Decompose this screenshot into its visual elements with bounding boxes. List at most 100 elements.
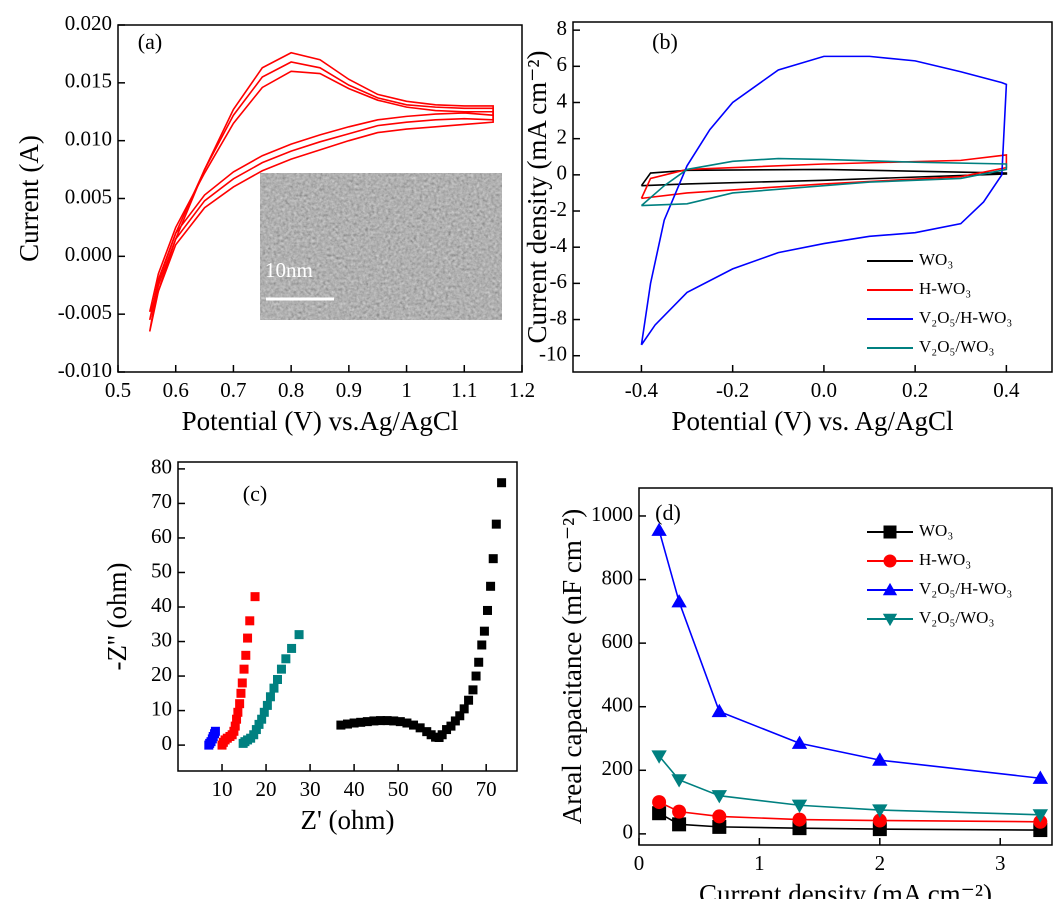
panel-label: (b) [652, 29, 678, 54]
marker [362, 717, 372, 727]
legend-label: V₂O₅/H-WO₃ [919, 579, 1012, 598]
legend-label: V₂O₅/WO₃ [919, 337, 994, 356]
inset-image: 10nm [260, 173, 502, 320]
plot-frame [572, 21, 1053, 373]
x-axis-label: Z' (ohm) [300, 805, 394, 835]
marker [791, 799, 808, 813]
marker [671, 774, 687, 788]
marker [477, 640, 487, 650]
x-tick-label: 1 [754, 851, 765, 875]
series-line [640, 154, 1008, 200]
series-line [640, 157, 1008, 207]
y-tick-label: 800 [602, 565, 634, 589]
x-axis-label: Potential (V) vs.Ag/AgCl [182, 406, 459, 436]
marker [652, 795, 667, 810]
plots: 0.5 0.6 0.7 0.8 0.9 1 1.1 1.2-0.010-0.0050.0000… [14, 11, 1053, 899]
marker [254, 719, 264, 729]
y-tick-label: 1000 [591, 502, 633, 526]
y-tick-label: 200 [602, 756, 634, 780]
y-axis-label: -Z'' (ohm) [102, 563, 132, 671]
y-tick-label: 40 [151, 593, 172, 617]
y-tick-label: -0.010 [58, 358, 112, 382]
marker [712, 809, 727, 824]
marker [483, 605, 493, 615]
marker [369, 716, 379, 726]
marker [395, 717, 405, 727]
marker [287, 643, 297, 653]
marker [249, 730, 259, 740]
marker [343, 719, 352, 729]
marker [491, 519, 501, 529]
marker [235, 699, 245, 709]
marker [272, 675, 282, 685]
y-tick-label: -2 [550, 197, 568, 221]
y-tick-label: 10 [151, 696, 172, 720]
marker [349, 718, 359, 728]
x-tick-label: 70 [476, 777, 497, 801]
x-tick-label: 1.1 [451, 378, 477, 402]
panel-label: (c) [243, 481, 267, 506]
marker [243, 633, 253, 643]
x-tick-label: 50 [388, 777, 409, 801]
x-tick-label: 0.4 [993, 378, 1020, 402]
x-tick-label: 60 [432, 777, 453, 801]
marker [882, 613, 898, 627]
series-line [148, 51, 494, 332]
y-tick-label: 0.020 [65, 11, 112, 35]
legend-label: V₂O₅/H-WO₃ [919, 308, 1012, 327]
y-tick-label: 400 [602, 693, 634, 717]
x-tick-label: 0.8 [278, 378, 304, 402]
marker [294, 630, 304, 640]
marker [262, 700, 272, 710]
x-tick-label: 40 [344, 777, 365, 801]
marker [711, 790, 728, 804]
marker [402, 718, 412, 728]
legend-label: H-WO₃ [919, 279, 971, 298]
marker [468, 685, 478, 695]
series-line [658, 755, 1041, 816]
marker [409, 720, 419, 730]
marker [711, 703, 728, 718]
x-tick-label: 1.2 [509, 378, 535, 402]
y-tick-label: 0.005 [65, 184, 112, 208]
marker [415, 723, 425, 733]
marker [265, 692, 275, 702]
legend-label: WO₃ [919, 521, 953, 540]
legend-label: WO₃ [919, 250, 953, 269]
marker [356, 717, 366, 727]
marker [389, 716, 399, 726]
marker [437, 730, 447, 740]
y-tick-label: 20 [151, 662, 172, 686]
y-tick-label: -0.005 [58, 300, 112, 324]
x-tick-label: 10 [212, 777, 233, 801]
marker [210, 726, 220, 736]
x-tick-label: 3 [995, 851, 1006, 875]
y-tick-label: 0.015 [65, 69, 112, 93]
tem-texture [260, 173, 502, 320]
marker [474, 657, 484, 667]
y-tick-label: 50 [151, 558, 172, 582]
x-tick-label: -0.4 [625, 378, 659, 402]
x-tick-label: 20 [256, 777, 277, 801]
y-tick-label: 60 [151, 524, 172, 548]
y-tick-label: 70 [151, 489, 172, 513]
marker [486, 581, 496, 591]
y-tick-label: 0.010 [65, 126, 112, 150]
marker [672, 804, 687, 819]
x-axis-label: Potential (V) vs. Ag/AgCl [672, 406, 954, 436]
marker [671, 594, 687, 608]
marker [257, 714, 267, 724]
marker [791, 735, 808, 749]
marker [237, 678, 247, 688]
marker [382, 716, 392, 726]
marker [872, 752, 888, 766]
marker [232, 714, 242, 724]
marker [245, 616, 255, 626]
marker [259, 707, 269, 717]
marker [269, 683, 279, 693]
marker [241, 650, 251, 660]
marker [236, 688, 246, 698]
marker [464, 695, 474, 705]
y-tick-label: 30 [151, 627, 172, 651]
